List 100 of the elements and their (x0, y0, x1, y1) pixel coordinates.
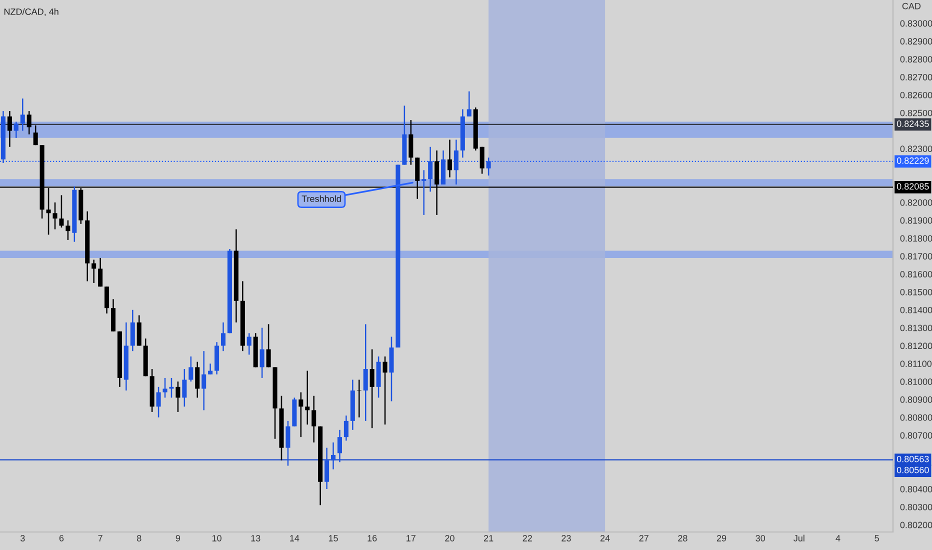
candlestick (110, 298, 116, 332)
candlestick (447, 139, 452, 178)
y-tick-label: 0.82300 (900, 146, 932, 152)
y-axis-title: CAD (902, 2, 921, 10)
y-tick-label: 0.81500 (900, 288, 932, 296)
x-tick-label: 9 (176, 535, 180, 542)
x-tick-label: 14 (290, 535, 300, 542)
candlestick (286, 420, 290, 466)
x-tick-label: 5 (874, 535, 879, 542)
y-tick-label: 0.80300 (900, 504, 932, 510)
x-tick-label: 7 (98, 535, 102, 542)
y-tick-label: 0.81200 (900, 342, 932, 350)
y-tick-label: 0.80800 (900, 414, 932, 421)
candlestick (195, 361, 200, 398)
y-tick-label: 0.81800 (900, 235, 932, 242)
y-tick-label: 0.82900 (900, 38, 932, 45)
candlestick (208, 363, 213, 375)
candlestick (246, 332, 252, 356)
ref-line-label: 0.80563 (896, 456, 929, 462)
y-tick-label: 0.81000 (900, 378, 932, 385)
candlestick (454, 139, 458, 186)
x-tick-label: 21 (484, 535, 494, 542)
x-tick-label: 10 (212, 535, 222, 542)
ref-line-label: 0.82435 (896, 120, 929, 127)
candlestick (330, 442, 336, 470)
candlestick (202, 350, 206, 411)
x-tick-label: 24 (600, 535, 610, 542)
x-tick-label: 8 (137, 535, 142, 542)
candlestick (305, 370, 310, 426)
x-tick-label: 15 (328, 535, 338, 542)
x-tick-label: 29 (716, 535, 726, 542)
candlestick (220, 322, 226, 352)
candlestick (130, 309, 135, 352)
text: NZD/CAD, 4h (4, 8, 58, 16)
y-tick-label: 0.81100 (900, 360, 932, 367)
candlestick (33, 124, 38, 146)
y-tick-label: 0.80400 (900, 486, 932, 492)
candlestick (188, 356, 194, 382)
candlestick (428, 146, 433, 192)
x-tick-label: 30 (756, 535, 766, 542)
candlestick (162, 377, 168, 398)
candlestick (324, 447, 330, 490)
candlestick (486, 157, 491, 176)
ref-line-label: 0.82085 (896, 183, 929, 190)
x-tick-label: 28 (678, 535, 688, 542)
y-tick-label: 0.80900 (900, 396, 932, 403)
candlestick (66, 220, 70, 241)
candlestick (370, 348, 374, 429)
x-tick-label: 20 (445, 535, 454, 542)
candlestick (104, 286, 110, 314)
x-tick-label: 23 (562, 535, 571, 542)
candlestick (136, 314, 142, 346)
y-tick-label: 0.82500 (900, 110, 932, 116)
y-tick-label: 0.82000 (900, 199, 932, 206)
candlestick (298, 392, 304, 438)
x-tick-label: 27 (639, 535, 648, 542)
x-tick-label: 16 (368, 535, 377, 542)
y-tick-label: 0.82600 (900, 92, 932, 98)
candlestick (182, 368, 187, 408)
candlestick (466, 90, 472, 118)
candlestick (260, 327, 264, 379)
y-tick-label: 0.81600 (900, 271, 932, 278)
candlestick (59, 194, 64, 228)
candlestick (422, 170, 426, 216)
x-tick-label: 6 (59, 535, 64, 542)
candlestick (14, 121, 18, 139)
candlestick (98, 257, 103, 288)
annotation: 0.80560 (896, 466, 929, 474)
candlestick (156, 386, 161, 418)
x-tick-label: 4 (836, 535, 840, 542)
y-tick-label: 0.81400 (900, 306, 932, 314)
candlestick (356, 379, 362, 418)
candlestick (344, 414, 348, 442)
candlestick (408, 119, 414, 166)
candlestick (26, 110, 32, 135)
candlestick (312, 395, 316, 444)
candlestick (382, 356, 388, 426)
candlestick (20, 98, 25, 132)
x-tick-label: 13 (251, 535, 260, 542)
ref-line-label: 0.82229 (896, 157, 929, 164)
y-tick-label: 0.80700 (900, 432, 932, 439)
x-tick-label: 3 (20, 535, 25, 542)
y-tick-label: 0.83000 (900, 20, 932, 27)
y-tick-label: 0.82700 (900, 74, 932, 80)
candlestick (176, 380, 180, 413)
candlestick (363, 324, 368, 422)
y-tick-label: 0.81300 (900, 324, 932, 332)
x-tick-label: 22 (522, 535, 532, 542)
y-tick-label: 0.80200 (900, 522, 932, 528)
candlestick (266, 324, 271, 368)
x-tick-label: 17 (406, 535, 416, 542)
candlestick (337, 429, 342, 463)
candlestick (52, 202, 58, 230)
candlestick (92, 259, 96, 284)
y-tick-label: 0.82800 (900, 56, 932, 62)
candlestick (7, 110, 12, 148)
y-tick-label: 0.81700 (900, 253, 932, 260)
annotation: Treshhold (302, 195, 341, 202)
y-tick-label: 0.81900 (900, 217, 932, 224)
x-tick-label: Jul (794, 534, 804, 542)
